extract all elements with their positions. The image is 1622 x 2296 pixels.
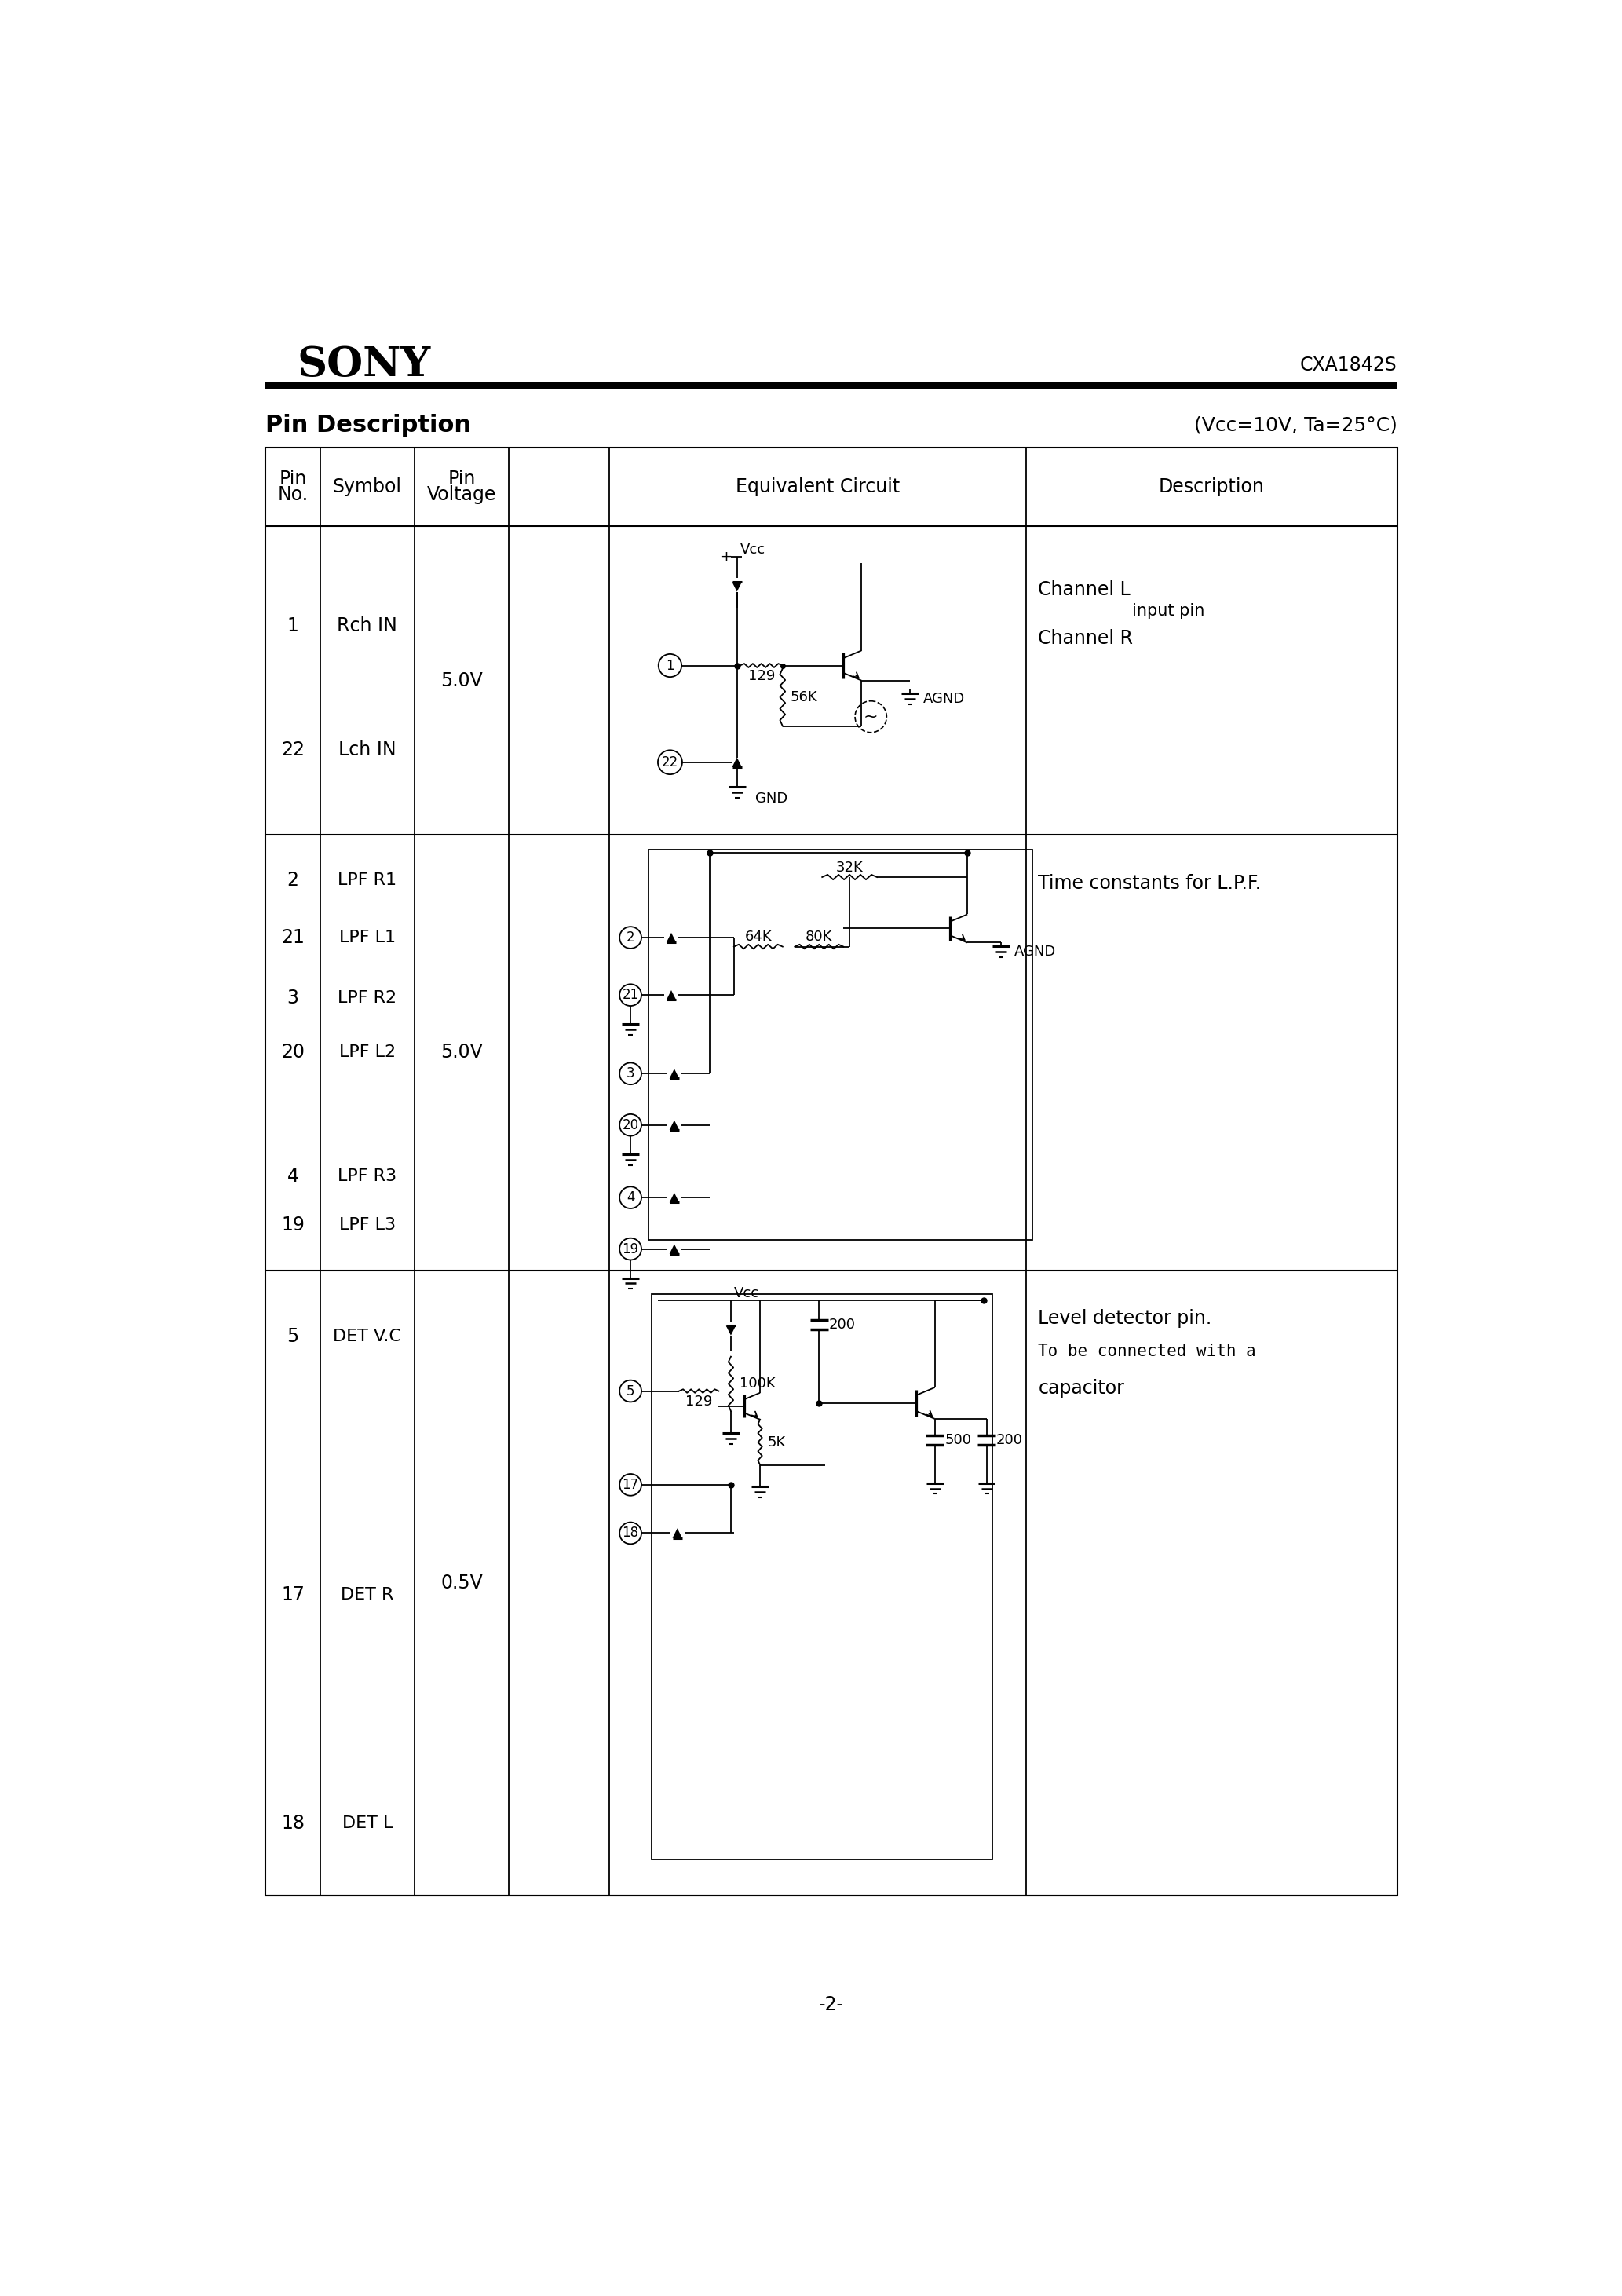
Bar: [649, 850, 1032, 1240]
Polygon shape: [667, 990, 676, 999]
Text: capacitor: capacitor: [1038, 1378, 1124, 1398]
Text: No.: No.: [277, 484, 308, 505]
Text: DET L: DET L: [342, 1816, 393, 1832]
Text: Equivalent Circuit: Equivalent Circuit: [735, 478, 900, 496]
Circle shape: [659, 654, 681, 677]
Text: 5: 5: [626, 1384, 634, 1398]
Text: 20: 20: [281, 1042, 305, 1061]
Text: 32K: 32K: [835, 861, 863, 875]
Text: Time constants for L.P.F.: Time constants for L.P.F.: [1038, 875, 1262, 893]
Text: 2: 2: [287, 870, 298, 889]
Text: 0.5V: 0.5V: [441, 1573, 483, 1593]
Text: Pin Description: Pin Description: [266, 413, 470, 436]
Circle shape: [620, 1187, 641, 1208]
Text: Pin: Pin: [448, 471, 475, 489]
Text: SONY: SONY: [297, 344, 430, 386]
Text: 3: 3: [287, 990, 298, 1008]
Text: 5: 5: [287, 1327, 298, 1345]
Text: 200: 200: [996, 1433, 1023, 1446]
Text: To be connected with a: To be connected with a: [1038, 1343, 1255, 1359]
Circle shape: [620, 1474, 641, 1495]
Text: 129: 129: [748, 670, 775, 684]
Text: 1: 1: [667, 659, 675, 673]
Circle shape: [620, 985, 641, 1006]
Text: LPF R3: LPF R3: [337, 1169, 397, 1185]
Text: input pin: input pin: [1132, 604, 1205, 620]
Text: 500: 500: [944, 1433, 972, 1446]
Text: Lch IN: Lch IN: [339, 742, 396, 760]
Text: 64K: 64K: [744, 930, 772, 944]
Text: 21: 21: [623, 987, 639, 1001]
Text: Symbol: Symbol: [333, 478, 402, 496]
Text: ~: ~: [863, 709, 878, 726]
Text: Channel L: Channel L: [1038, 581, 1131, 599]
Circle shape: [620, 928, 641, 948]
Text: Vcc: Vcc: [733, 1286, 759, 1300]
Text: 1: 1: [287, 618, 298, 636]
Text: LPF L2: LPF L2: [339, 1045, 396, 1061]
Circle shape: [620, 1238, 641, 1261]
Bar: [266, 448, 1397, 1896]
Text: 19: 19: [623, 1242, 639, 1256]
Text: DET V.C: DET V.C: [333, 1329, 401, 1345]
Bar: [266, 381, 1397, 388]
Circle shape: [620, 1114, 641, 1137]
Text: 18: 18: [623, 1527, 639, 1541]
Text: 100K: 100K: [740, 1378, 775, 1391]
Circle shape: [620, 1063, 641, 1084]
Text: -2-: -2-: [819, 1995, 843, 2014]
Polygon shape: [670, 1120, 680, 1130]
Bar: [652, 1295, 993, 1860]
Text: 19: 19: [281, 1215, 305, 1235]
Text: AGND: AGND: [923, 691, 965, 705]
Text: AGND: AGND: [1014, 944, 1056, 960]
Text: 3: 3: [626, 1068, 634, 1081]
Polygon shape: [670, 1244, 680, 1254]
Text: 4: 4: [626, 1192, 634, 1205]
Text: LPF R2: LPF R2: [337, 990, 397, 1006]
Text: 5K: 5K: [767, 1435, 785, 1449]
Text: Pin: Pin: [279, 471, 307, 489]
Circle shape: [620, 1522, 641, 1543]
Circle shape: [620, 1380, 641, 1403]
Text: DET R: DET R: [341, 1587, 394, 1603]
Circle shape: [659, 751, 683, 774]
Text: 22: 22: [281, 742, 305, 760]
Text: (Vcc=10V, Ta=25°C): (Vcc=10V, Ta=25°C): [1194, 416, 1397, 434]
Text: 18: 18: [281, 1814, 305, 1832]
Polygon shape: [727, 1325, 736, 1336]
Text: LPF L1: LPF L1: [339, 930, 396, 946]
Polygon shape: [732, 758, 741, 767]
Text: 129: 129: [686, 1394, 712, 1407]
Text: Rch IN: Rch IN: [337, 618, 397, 636]
Text: 22: 22: [662, 755, 678, 769]
Text: 5.0V: 5.0V: [441, 1042, 483, 1061]
Text: Level detector pin.: Level detector pin.: [1038, 1309, 1212, 1327]
Text: Description: Description: [1158, 478, 1265, 496]
Text: GND: GND: [756, 792, 788, 806]
Text: CXA1842S: CXA1842S: [1299, 356, 1397, 374]
Polygon shape: [670, 1192, 680, 1203]
Text: 200: 200: [829, 1318, 855, 1332]
Polygon shape: [732, 583, 741, 592]
Polygon shape: [667, 932, 676, 941]
Text: Vcc: Vcc: [740, 542, 766, 556]
Polygon shape: [673, 1529, 683, 1538]
Text: Voltage: Voltage: [427, 484, 496, 505]
Text: 80K: 80K: [806, 930, 832, 944]
Text: LPF R1: LPF R1: [337, 872, 397, 889]
Text: 4: 4: [287, 1166, 298, 1185]
Polygon shape: [670, 1068, 680, 1079]
Text: +: +: [720, 549, 732, 565]
Text: 21: 21: [281, 928, 305, 946]
Text: 56K: 56K: [790, 691, 817, 705]
Text: 17: 17: [623, 1479, 639, 1492]
Text: LPF L3: LPF L3: [339, 1217, 396, 1233]
Text: 2: 2: [626, 930, 634, 944]
Text: 17: 17: [281, 1587, 305, 1605]
Text: 20: 20: [623, 1118, 639, 1132]
Text: Channel R: Channel R: [1038, 629, 1134, 647]
Text: 5.0V: 5.0V: [441, 670, 483, 691]
